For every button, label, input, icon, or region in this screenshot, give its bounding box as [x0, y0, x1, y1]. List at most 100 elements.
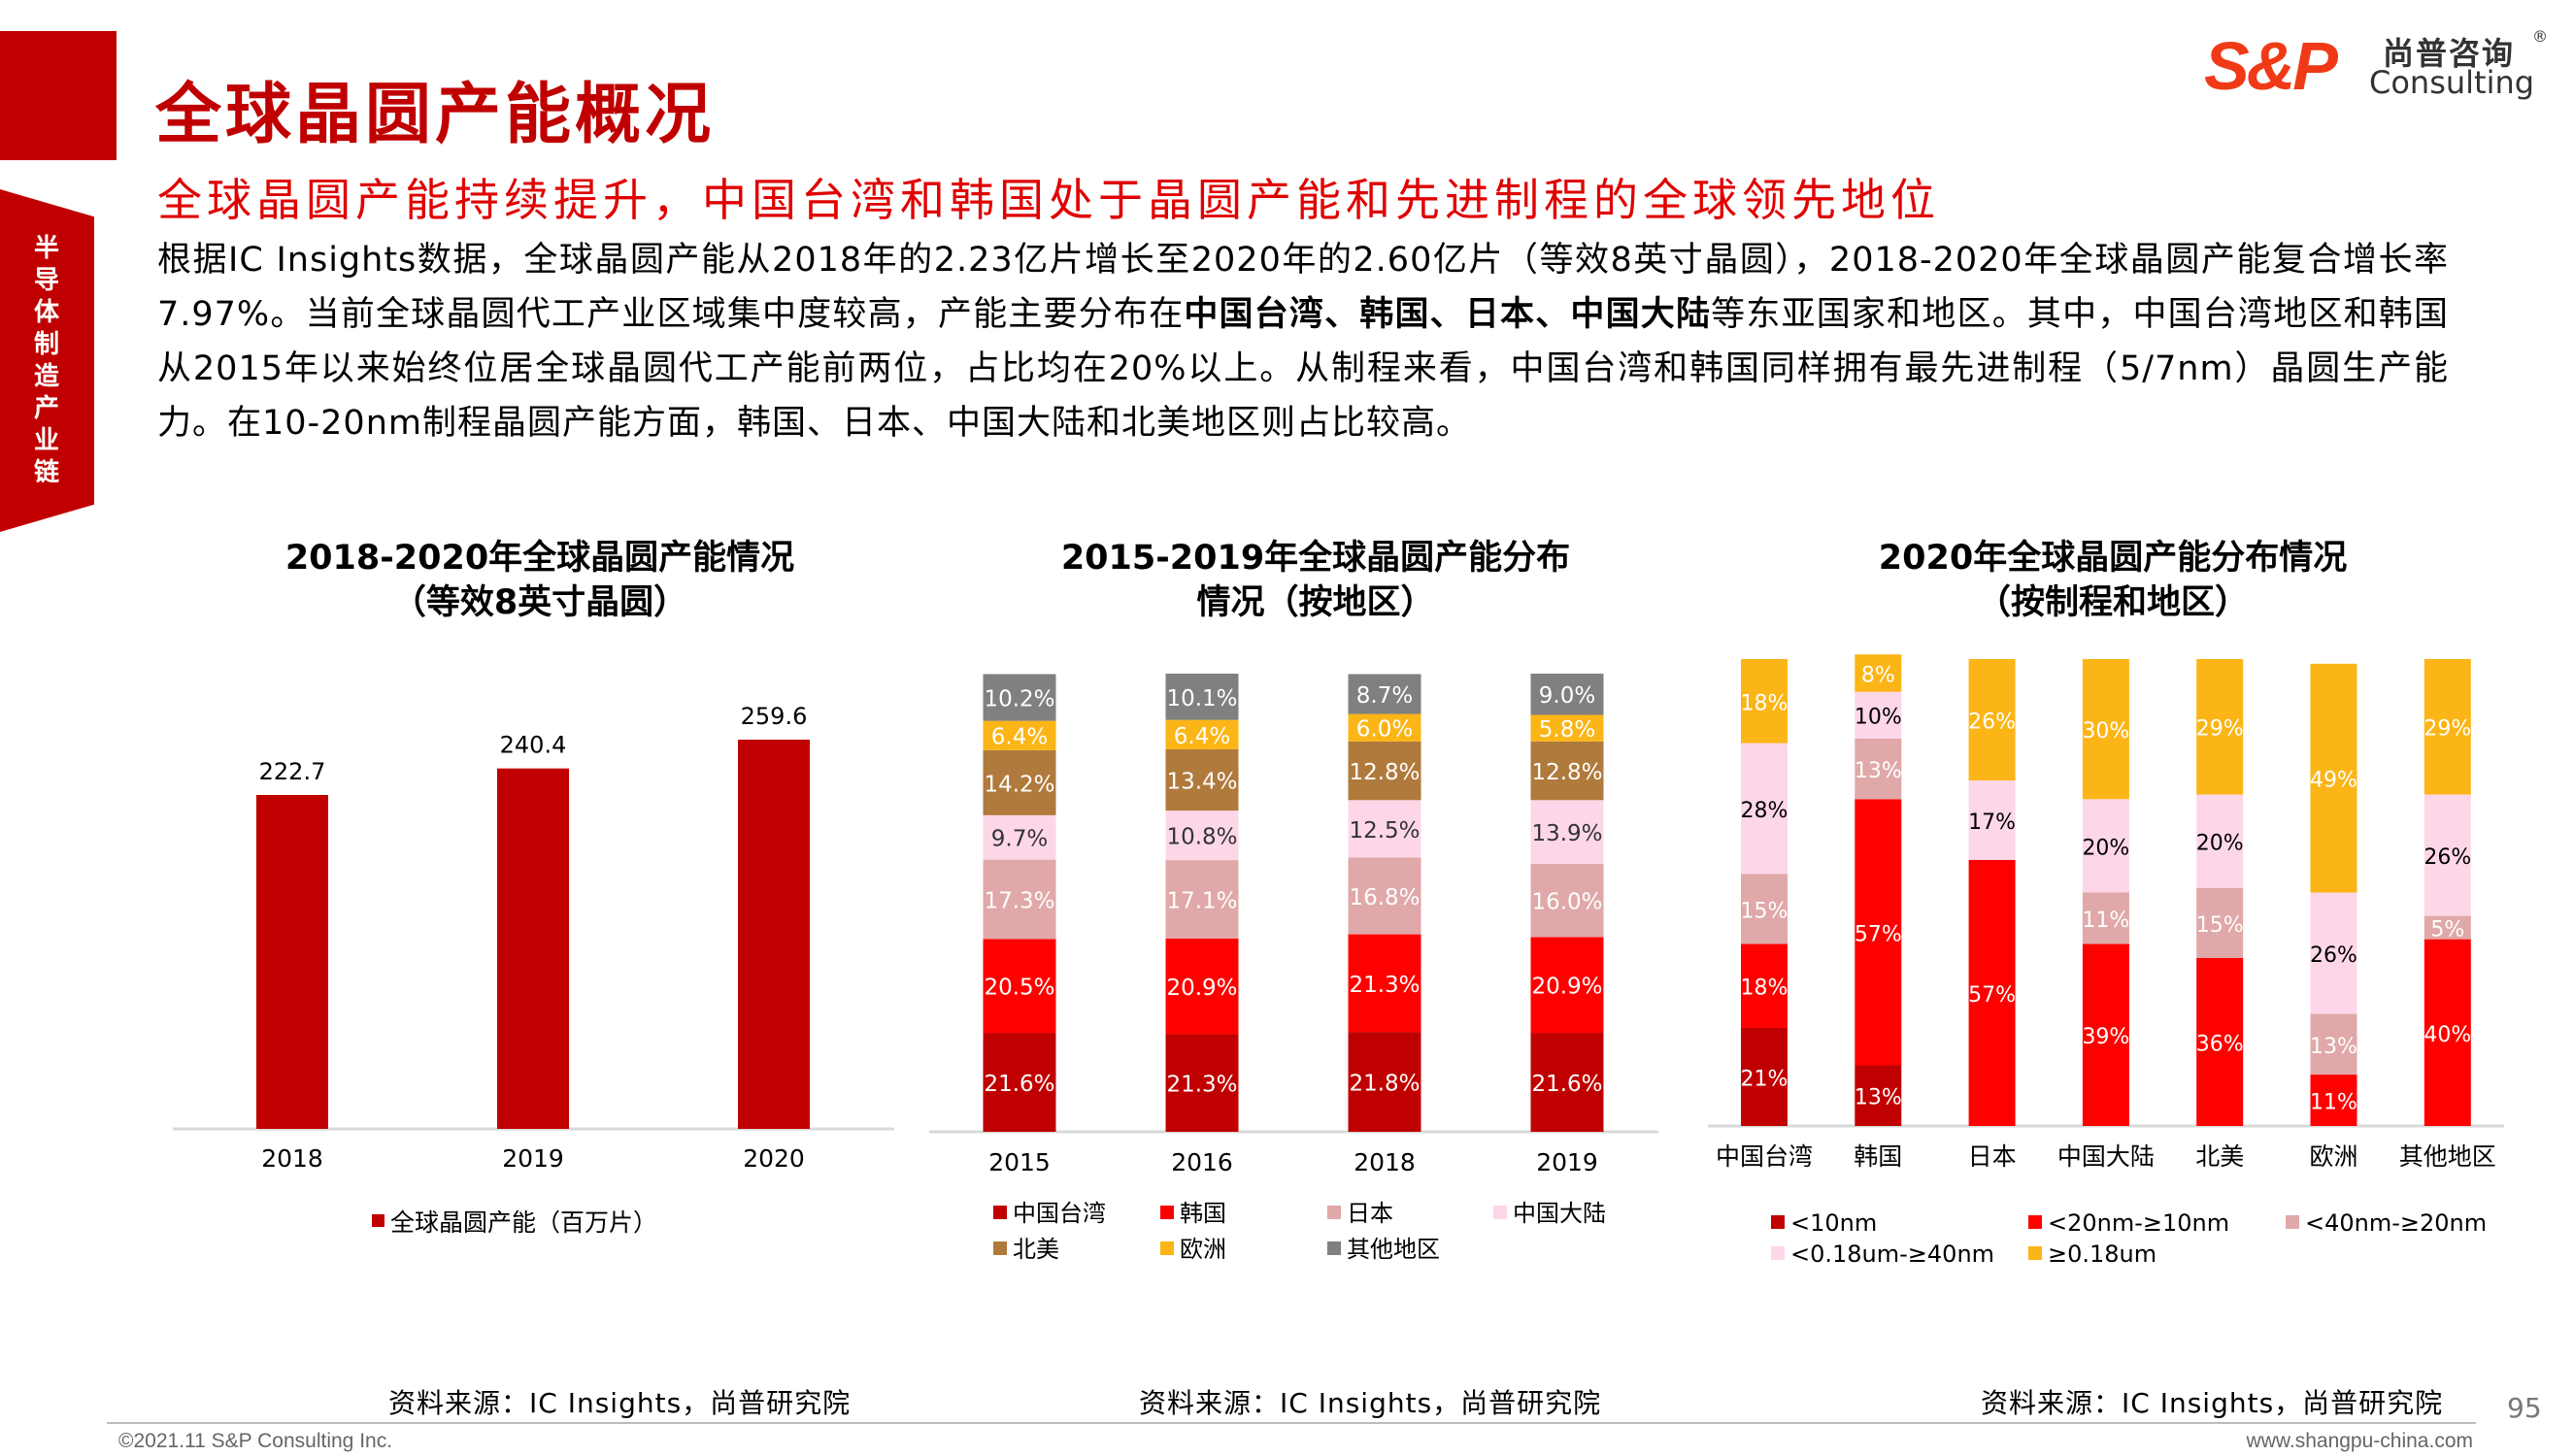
- logo-registered: ®: [2532, 27, 2548, 46]
- chart3-data-label: 28%: [1741, 799, 1788, 823]
- chart2-legend-swatch: [1327, 1206, 1341, 1219]
- website: www.shangpu-china.com: [2246, 1430, 2473, 1452]
- chart3-segment: [1968, 659, 2016, 781]
- chart3-data-label: 49%: [2310, 769, 2357, 793]
- chart1-legend-label: 全球晶圆产能（百万片）: [390, 1208, 657, 1237]
- chart2-data-label: 17.1%: [1166, 888, 1237, 913]
- chart3-segment: [1741, 874, 1788, 944]
- chart3-data-label: 17%: [1968, 811, 2016, 835]
- chart2-legend-label: 其他地区: [1347, 1236, 1440, 1263]
- chart2-data-label: 17.3%: [984, 888, 1054, 913]
- chart3-data-label: 5%: [2430, 918, 2464, 943]
- chart2-data-label: 5.8%: [1539, 717, 1595, 743]
- chart2-data-label: 12.8%: [1531, 760, 1602, 785]
- chart2-segment: [983, 674, 1056, 721]
- chart3-legend-label: <0.18um-≥40nm: [1790, 1241, 1994, 1268]
- chart2-segment: [1165, 811, 1239, 861]
- chart2-segment: [1530, 674, 1604, 715]
- chart3-segment: [2310, 1013, 2357, 1075]
- chart3-x-tick: 其他地区: [2399, 1142, 2496, 1171]
- chart3-data-label: 11%: [2082, 909, 2129, 933]
- section-ribbon: [0, 189, 94, 532]
- chart2-data-label: 20.9%: [1531, 975, 1602, 1000]
- chart3-segment: [2310, 892, 2357, 1014]
- chart2-segment: [1165, 674, 1239, 720]
- logo-cn-text: 尚普咨询: [2383, 35, 2516, 72]
- chart3-title-line2: （按制程和地区）: [1976, 583, 2250, 622]
- chart2-x-tick: 2015: [988, 1148, 1051, 1176]
- chart3-title: 2020年全球晶圆产能分布情况 （按制程和地区）: [1879, 536, 2347, 625]
- chart3-data-label: 29%: [2424, 717, 2471, 742]
- body-text-2: 等东亚国家和地区。其中，中国台湾地区和韩国从2015年以来始终位居全球晶圆代工产…: [157, 295, 2449, 443]
- chart3-segment: [2082, 659, 2129, 800]
- chart2-segment: [1530, 937, 1604, 1034]
- chart3-legend-label: <40nm-≥20nm: [2305, 1209, 2487, 1237]
- chart2-legend-swatch: [1327, 1241, 1341, 1255]
- chart3-data-label: 57%: [1968, 983, 2016, 1008]
- chart3-data-label: 13%: [2310, 1035, 2357, 1059]
- chart2-data-label: 12.8%: [1349, 760, 1420, 785]
- page-subtitle: 全球晶圆产能持续提升，中国台湾和韩国处于晶圆产能和先进制程的全球领先地位: [157, 174, 1940, 226]
- chart2-x-tick: 2019: [1536, 1148, 1598, 1176]
- chart3-data-label: 57%: [1855, 922, 1902, 946]
- chart3-data-label: 10%: [1855, 706, 1902, 730]
- chart3-data-label: 40%: [2424, 1023, 2471, 1047]
- chart3-segment: [2424, 794, 2471, 916]
- chart3-legend-swatch: [2286, 1215, 2299, 1229]
- chart2-legend-label: 北美: [1013, 1236, 1059, 1263]
- chart2-data-label: 13.9%: [1531, 821, 1602, 846]
- chart1-x-tick: 2019: [502, 1144, 564, 1173]
- chart2-data-label: 21.6%: [984, 1072, 1054, 1097]
- chart3-segment: [1968, 859, 2016, 1126]
- chart2-segment: [1348, 713, 1421, 742]
- copyright: ©2021.11 S&P Consulting Inc.: [118, 1430, 393, 1452]
- logo-mark: S&P: [2204, 28, 2338, 104]
- chart2-legend-label: 日本: [1347, 1200, 1393, 1227]
- chart3-segment: [2424, 659, 2471, 795]
- chart2-segment: [1530, 800, 1604, 864]
- chart2-data-label: 16.8%: [1349, 885, 1420, 910]
- header-accent-block: [0, 31, 117, 160]
- body-paragraph: 根据IC Insights数据，全球晶圆产能从2018年的2.23亿片增长至20…: [157, 233, 2449, 450]
- chart3-data-label: 26%: [2424, 845, 2471, 870]
- chart3-x-tick: 韩国: [1854, 1142, 1902, 1171]
- chart3-segment: [2196, 659, 2244, 795]
- chart3-segment: [2196, 887, 2244, 958]
- chart3-segment: [2196, 957, 2244, 1126]
- chart3-segment: [1968, 780, 2016, 860]
- chart1-data-label: 259.6: [741, 703, 808, 730]
- chart2-data-label: 21.8%: [1349, 1072, 1420, 1097]
- chart2-title-line1: 2015-2019年全球晶圆产能分布: [1060, 539, 1571, 578]
- chart3-title-line1: 2020年全球晶圆产能分布情况: [1878, 539, 2348, 578]
- chart2-segment: [983, 720, 1056, 750]
- chart2-data-label: 8.7%: [1356, 683, 1413, 709]
- chart2-segment: [1530, 863, 1604, 938]
- chart3-segment: [1855, 738, 1902, 800]
- chart2-segment: [1530, 714, 1604, 742]
- chart1-title-line2: （等效8英寸晶圆）: [391, 583, 688, 622]
- chart2-data-label: 9.0%: [1539, 683, 1595, 709]
- chart3-data-label: 15%: [1741, 899, 1788, 923]
- chart2-data-label: 13.4%: [1166, 770, 1237, 795]
- chart3-x-tick: 北美: [2195, 1142, 2244, 1171]
- chart3-data-label: 36%: [2196, 1032, 2244, 1056]
- chart3-data-label: 13%: [1855, 759, 1902, 783]
- chart2-segment: [1348, 857, 1421, 935]
- body-text-1: 根据IC Insights数据，全球晶圆产能从2018年的2.23亿片增长至20…: [157, 241, 2449, 334]
- chart2-data-label: 12.5%: [1349, 818, 1420, 844]
- chart2-legend-swatch: [1493, 1206, 1507, 1219]
- chart3-data-label: 20%: [2196, 832, 2244, 856]
- chart2-data-label: 20.5%: [984, 976, 1054, 1001]
- chart3-segment: [2310, 1075, 2357, 1126]
- chart2-legend-label: 欧洲: [1180, 1236, 1226, 1263]
- chart3-legend-swatch: [2028, 1215, 2042, 1229]
- chart2-data-label: 16.0%: [1531, 890, 1602, 915]
- chart3-data-label: 39%: [2082, 1025, 2129, 1049]
- chart3-x-tick: 欧洲: [2309, 1142, 2357, 1171]
- chart1-bar-2018: [256, 794, 328, 1129]
- chart2-legend-label: 中国大陆: [1513, 1200, 1606, 1227]
- chart2-data-label: 9.7%: [991, 827, 1048, 852]
- chart2-data-label: 21.6%: [1531, 1072, 1602, 1097]
- chart2-segment: [983, 939, 1056, 1034]
- chart1-title-line1: 2018-2020年全球晶圆产能情况: [284, 539, 795, 578]
